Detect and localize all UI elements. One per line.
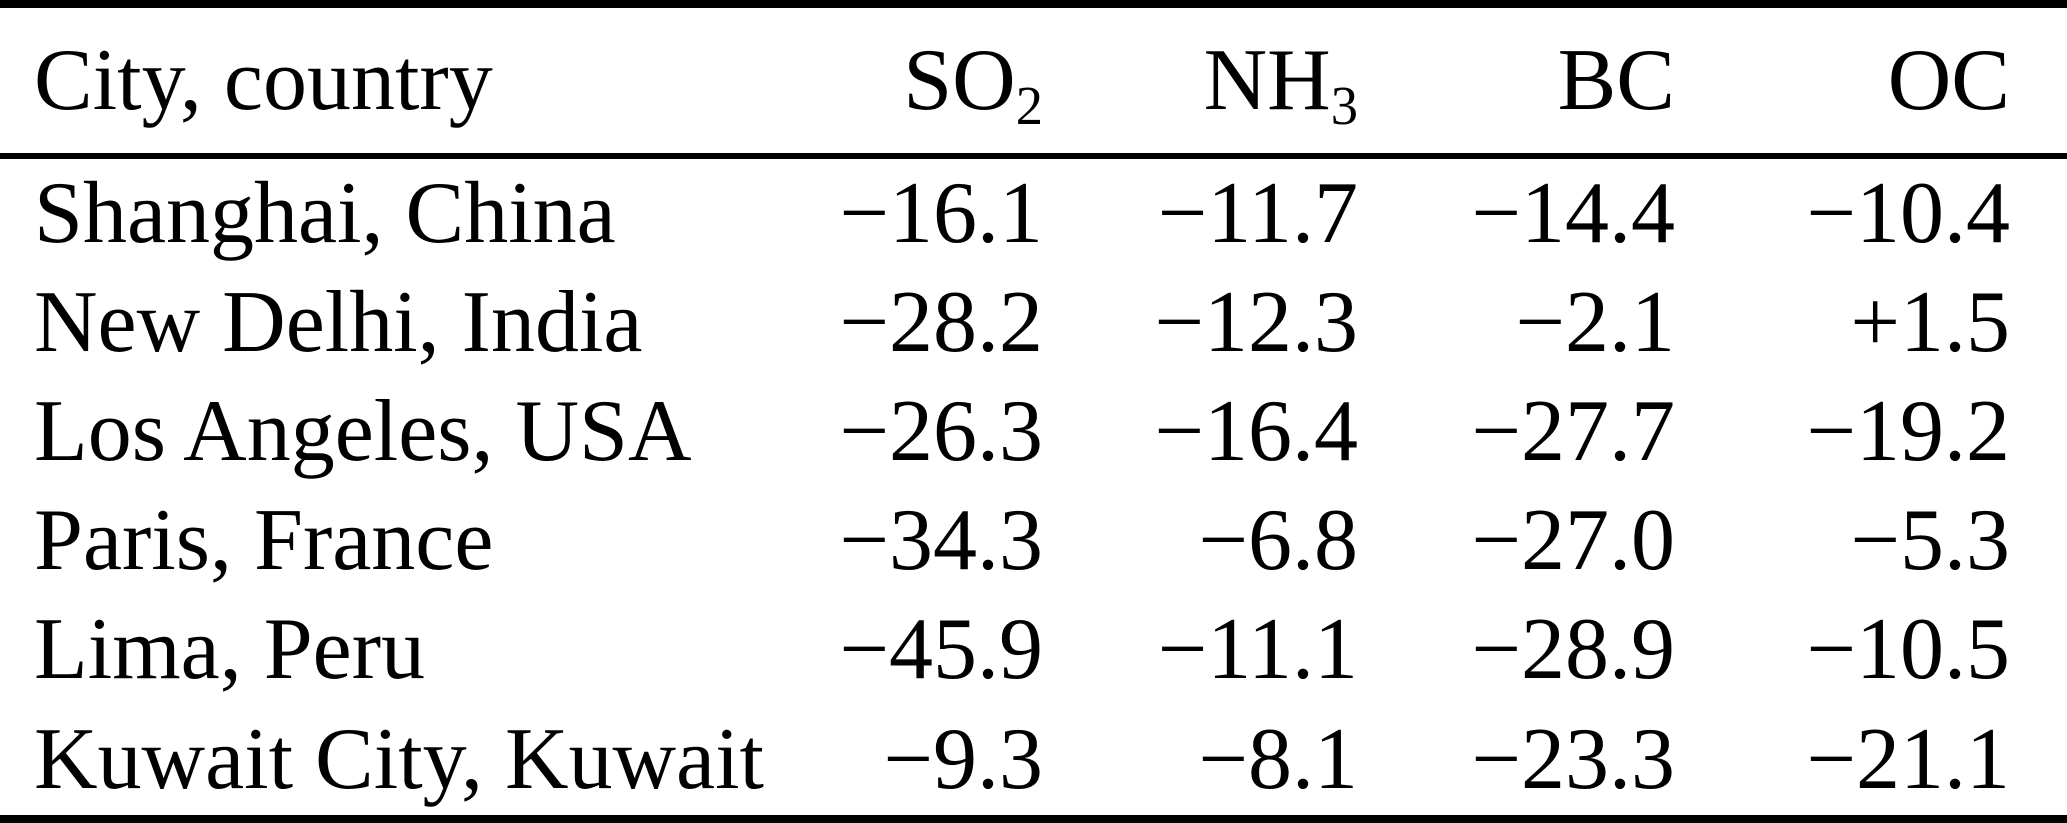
header-nh3-subscript: 3 — [1330, 75, 1358, 137]
oc-value: −19.2 — [1806, 383, 2010, 481]
bc-value: −28.9 — [1471, 601, 1675, 699]
nh3-value: −8.1 — [1198, 710, 1358, 808]
nh3-value: −11.7 — [1157, 164, 1358, 262]
oc-value: +1.5 — [1850, 274, 2010, 372]
city-cell: New Delhi, India — [34, 274, 643, 372]
bc-value: −2.1 — [1515, 274, 1675, 372]
header-bc-base: BC — [1557, 32, 1675, 129]
oc-value: −5.3 — [1850, 492, 2010, 590]
header-nh3-base: NH — [1203, 32, 1331, 129]
bc-value: −27.7 — [1471, 383, 1675, 481]
header-bc: BC — [1358, 4, 1675, 159]
oc-value: −10.4 — [1806, 164, 2010, 262]
table-row: Lima, Peru −45.9 −11.1 −28.9 −10.5 — [0, 596, 2067, 705]
nh3-value: −16.4 — [1154, 383, 1358, 481]
so2-value: −16.1 — [839, 164, 1043, 262]
so2-value: −9.3 — [883, 710, 1043, 808]
header-oc-base: OC — [1887, 32, 2010, 129]
so2-value: −45.9 — [839, 601, 1043, 699]
header-city-country: City, country — [0, 4, 760, 159]
so2-value: −26.3 — [839, 383, 1043, 481]
city-cell: Los Angeles, USA — [34, 383, 692, 481]
table-row: Shanghai, China −16.1 −11.7 −14.4 −10.4 — [0, 156, 2067, 269]
table-row: Kuwait City, Kuwait −9.3 −8.1 −23.3 −21.… — [0, 705, 2067, 819]
city-cell: Lima, Peru — [34, 601, 426, 699]
so2-value: −34.3 — [839, 492, 1043, 590]
oc-value: −10.5 — [1806, 601, 2010, 699]
table-row: New Delhi, India −28.2 −12.3 −2.1 +1.5 — [0, 269, 2067, 378]
table-row: Paris, France −34.3 −6.8 −27.0 −5.3 — [0, 487, 2067, 596]
table-row: Los Angeles, USA −26.3 −16.4 −27.7 −19.2 — [0, 378, 2067, 487]
bc-value: −14.4 — [1471, 164, 1675, 262]
city-cell: Kuwait City, Kuwait — [34, 710, 764, 808]
nh3-value: −11.1 — [1157, 601, 1358, 699]
header-so2: SO2 — [760, 4, 1043, 159]
header-so2-base: SO — [903, 32, 1016, 129]
nh3-value: −12.3 — [1154, 274, 1358, 372]
header-so2-subscript: 2 — [1015, 75, 1043, 137]
header-nh3: NH3 — [1043, 4, 1358, 159]
header-oc: OC — [1675, 4, 2067, 159]
bc-value: −27.0 — [1471, 492, 1675, 590]
table-header: City, country SO2 NH3 BC OC — [0, 4, 2067, 159]
oc-value: −21.1 — [1806, 710, 2010, 808]
table-body: Shanghai, China −16.1 −11.7 −14.4 −10.4 … — [0, 156, 2067, 819]
header-row: City, country SO2 NH3 BC OC — [0, 4, 2067, 159]
bc-value: −23.3 — [1471, 710, 1675, 808]
city-cell: Paris, France — [34, 492, 494, 590]
city-cell: Shanghai, China — [34, 164, 616, 262]
nh3-value: −6.8 — [1198, 492, 1358, 590]
so2-value: −28.2 — [839, 274, 1043, 372]
